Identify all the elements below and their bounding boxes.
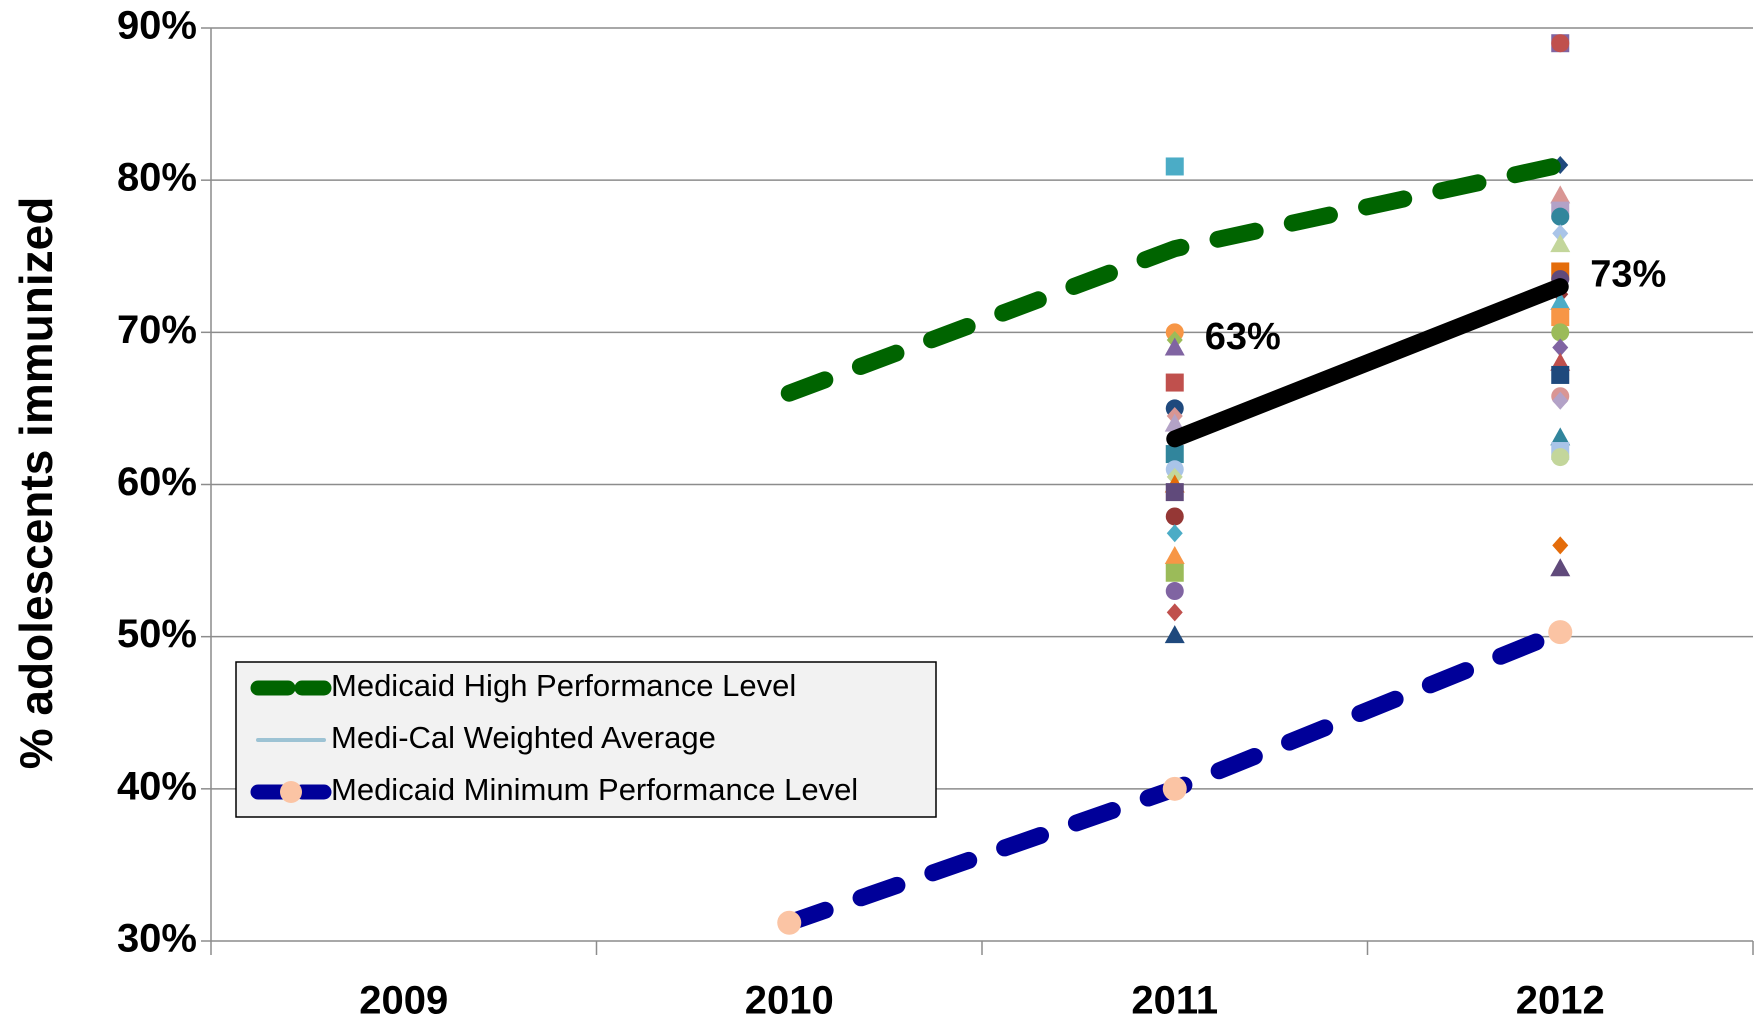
x-tick-label: 2012	[1516, 979, 1605, 1021]
series-line	[1166, 278, 1569, 448]
series-line	[780, 156, 1569, 402]
series-marker	[1548, 620, 1573, 645]
legend-label: Medi-Cal Weighted Average	[331, 720, 716, 755]
x-tick-label: 2009	[359, 979, 448, 1021]
series-marker	[1162, 776, 1187, 801]
plan-point	[1165, 563, 1184, 582]
x-tick-label: 2011	[1131, 979, 1218, 1021]
legend-label: Medicaid High Performance Level	[331, 668, 796, 703]
y-tick-label: 80%	[117, 156, 197, 200]
plan-point	[1165, 483, 1184, 502]
y-tick-label: 30%	[117, 917, 197, 961]
plan-point	[1164, 337, 1185, 356]
y-tick-label: 50%	[117, 612, 197, 656]
plan-point	[1551, 34, 1570, 53]
plan-point	[1166, 603, 1183, 622]
plan-point	[1164, 546, 1185, 565]
plan-point	[1550, 291, 1571, 310]
series-marker	[777, 910, 802, 935]
y-axis-title: % adolescents immunized	[10, 197, 62, 770]
plan-point	[1552, 391, 1569, 410]
plan-point	[1551, 207, 1570, 226]
plan-point	[1165, 582, 1184, 601]
plan-point	[1164, 413, 1185, 432]
plan-point	[1550, 185, 1571, 204]
plan-point	[1165, 445, 1184, 464]
value-label: 63%	[1205, 316, 1281, 358]
y-tick-label: 60%	[117, 460, 197, 504]
y-tick-label: 70%	[117, 308, 197, 352]
plan-point	[1165, 507, 1184, 526]
plan-point	[1550, 427, 1571, 446]
plan-point	[1550, 558, 1571, 577]
plan-point	[1165, 157, 1184, 176]
legend-box	[235, 661, 937, 818]
plan-point	[1552, 536, 1569, 555]
plan-point	[1551, 308, 1570, 327]
y-tick-label: 40%	[117, 764, 197, 808]
plan-point	[1552, 224, 1569, 243]
plan-point	[1165, 373, 1184, 392]
plan-point	[1552, 338, 1569, 357]
plan-point	[1551, 323, 1570, 342]
plan-point	[1551, 365, 1570, 384]
y-tick-label: 90%	[117, 4, 197, 48]
x-tick-label: 2010	[745, 979, 834, 1021]
value-label: 73%	[1590, 254, 1666, 296]
plan-point	[1164, 625, 1185, 644]
plan-point	[1550, 234, 1571, 253]
legend-marker	[280, 781, 302, 803]
legend-label: Medicaid Minimum Performance Level	[331, 772, 858, 807]
plan-point	[1166, 524, 1183, 543]
plan-point	[1551, 448, 1570, 467]
